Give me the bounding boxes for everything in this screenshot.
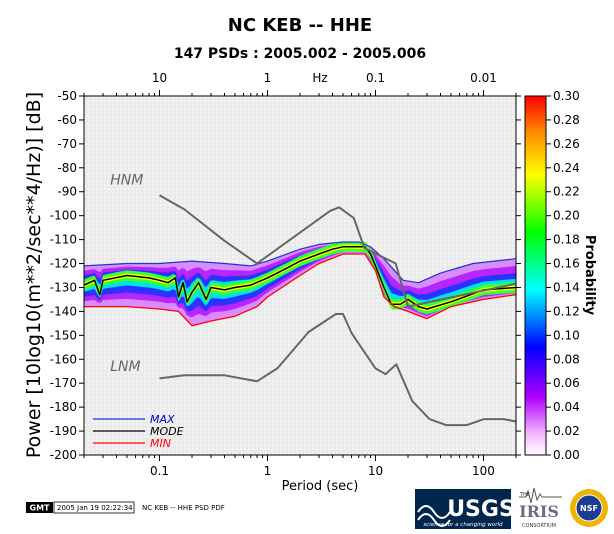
series-line-max: [84, 241, 516, 284]
y-tick-label: -60: [57, 113, 77, 127]
top-tick-label: 0.01: [470, 71, 497, 85]
iris-the: THE: [519, 492, 530, 498]
x-tick-label: 10: [368, 464, 383, 478]
legend-min-label: MIN: [150, 437, 171, 450]
chart-title: NC KEB -- HHE: [228, 15, 372, 36]
series-line-mode: [84, 246, 516, 310]
footer-caption: NC KEB -- HHE PSD PDF: [142, 504, 225, 512]
y-axis-label: Power [10log10(m**2/sec**4/Hz)] [dB]: [23, 92, 45, 458]
series-line-nlnm: [159, 313, 516, 427]
usgs-wordmark: USGS: [447, 497, 515, 522]
colorbar-tick-label: 0.06: [553, 376, 580, 390]
y-tick-label: -80: [57, 161, 77, 175]
y-tick-label: -100: [50, 209, 77, 223]
colorbar-tick-label: 0.20: [553, 209, 580, 223]
series-line-min: [84, 253, 516, 327]
colorbar-label: Probability: [582, 235, 597, 316]
axes: -50 -60 -70 -80 -90 -100 -110 -120 -130 -140 -150 -…: [50, 71, 521, 478]
colorbar-tick-label: 0.04: [553, 400, 580, 414]
model-label-hnm: HNM: [110, 173, 143, 189]
y-tick-label: -140: [50, 304, 77, 318]
model-labels: HNM LNM: [110, 173, 143, 376]
x-tick-label: 100: [472, 464, 495, 478]
chart-subtitle: 147 PSDs : 2005.002 - 2005.006: [174, 46, 426, 62]
y-tick-label: -120: [50, 257, 77, 271]
usgs-tagline: science for a changing world: [423, 522, 503, 528]
colorbar-tick-label: 0.08: [553, 352, 580, 366]
footer: GMT 2005 Jan 19 02:22:34 NC KEB -- HHE P…: [26, 501, 225, 514]
colorbar-tick-label: 0.10: [553, 328, 580, 342]
x-axis-label: Period (sec): [282, 479, 359, 494]
colorbar-tick-label: 0.30: [553, 89, 580, 103]
colorbar-tick-label: 0.16: [553, 257, 580, 271]
x-tick-label: 1: [264, 464, 272, 478]
timestamp-box: [53, 501, 135, 514]
statistic-lines: [84, 194, 516, 427]
colorbar-tick-label: 0.00: [553, 448, 580, 462]
colorbar-tick-label: 0.12: [553, 304, 580, 318]
legend-mode-label: MODE: [150, 425, 184, 438]
y-tick-label: -190: [50, 424, 77, 438]
nsf-logo: NSF: [570, 489, 608, 527]
y-tick-label: -110: [50, 233, 77, 247]
colorbar-tick-label: 0.02: [553, 424, 580, 438]
y-tick-label: -90: [57, 185, 77, 199]
series-line-nhnm: [159, 194, 516, 308]
top-axis-label: Hz: [312, 71, 327, 85]
y-tick-label: -170: [50, 376, 77, 390]
top-tick-label: 1: [264, 71, 272, 85]
colorbar-tick-label: 0.22: [553, 185, 580, 199]
colorbar-tick-label: 0.28: [553, 113, 580, 127]
legend: MAX MODE MIN: [93, 413, 184, 450]
y-tick-label: -70: [57, 137, 77, 151]
density-band-green: [84, 241, 516, 315]
nsf-wordmark: NSF: [580, 504, 598, 513]
model-label-lnm: LNM: [110, 359, 140, 375]
colorbar-tick-label: 0.24: [553, 161, 580, 175]
colorbar-tick-label: 0.26: [553, 137, 580, 151]
y-tick-label: -200: [50, 448, 77, 462]
colorbar: 0.00 0.02 0.04 0.06 0.08 0.10 0.12 0.14 0.16 0.18…: [524, 89, 597, 462]
colorbar-ticks: 0.00 0.02 0.04 0.06 0.08 0.10 0.12 0.14 0.16 0.18…: [546, 89, 580, 462]
y-tick-label: -150: [50, 328, 77, 342]
footer-timestamp: 2005 Jan 19 02:22:34: [57, 504, 133, 512]
y-tick-label: -180: [50, 400, 77, 414]
gmt-badge: [26, 502, 53, 513]
legend-max-label: MAX: [150, 413, 175, 426]
top-tick-label: 0.1: [366, 71, 385, 85]
iris-logo: THE IRIS CONSORTIUM: [519, 487, 562, 529]
top-tick-label: 10: [152, 71, 167, 85]
y-tick-label: -160: [50, 352, 77, 366]
usgs-logo: USGS science for a changing world: [415, 489, 515, 529]
gmt-tag: GMT: [30, 504, 51, 513]
x-tick-label: 0.1: [150, 464, 169, 478]
colorbar-tick-label: 0.14: [553, 280, 580, 294]
colorbar-gradient: [524, 95, 547, 456]
colorbar-tick-label: 0.18: [553, 233, 580, 247]
y-tick-label: -130: [50, 280, 77, 294]
iris-consortium: CONSORTIUM: [522, 523, 556, 529]
y-tick-label: -50: [57, 89, 77, 103]
iris-wordmark: IRIS: [519, 502, 559, 521]
